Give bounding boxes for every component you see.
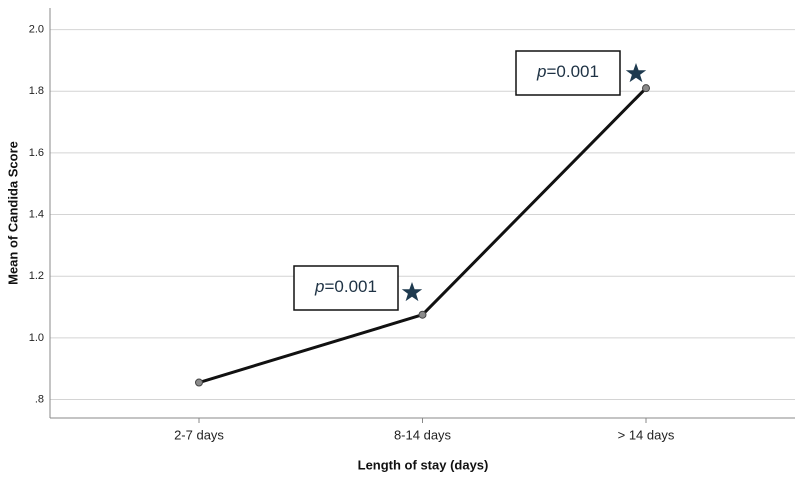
significance-star (401, 282, 423, 302)
annotation: p=0.001 (536, 62, 599, 81)
y-tick-label: 2.0 (29, 23, 44, 35)
x-tick-label: 8-14 days (394, 427, 452, 442)
y-tick-label: 1.2 (29, 270, 44, 282)
y-axis-title: Mean of Candida Score (5, 141, 20, 285)
x-tick-label: 2-7 days (174, 427, 224, 442)
point (642, 84, 650, 93)
annotation: p=0.001 (314, 277, 377, 296)
point (195, 378, 203, 387)
annotation-box (515, 50, 621, 96)
point (418, 310, 427, 319)
y-tick-label: 1.6 (29, 147, 44, 159)
y-tick-label: 1.0 (29, 332, 44, 344)
line (198, 87, 648, 384)
x-tick-label: > 14 days (618, 427, 675, 442)
x-axis-title: Length of stay (days) (358, 457, 489, 472)
y-tick-label: 1.4 (29, 208, 44, 220)
y-tick-label: .8 (35, 393, 44, 405)
significance-star (625, 63, 647, 83)
annotation-box (293, 265, 399, 311)
y-tick-label: 1.8 (29, 85, 44, 97)
